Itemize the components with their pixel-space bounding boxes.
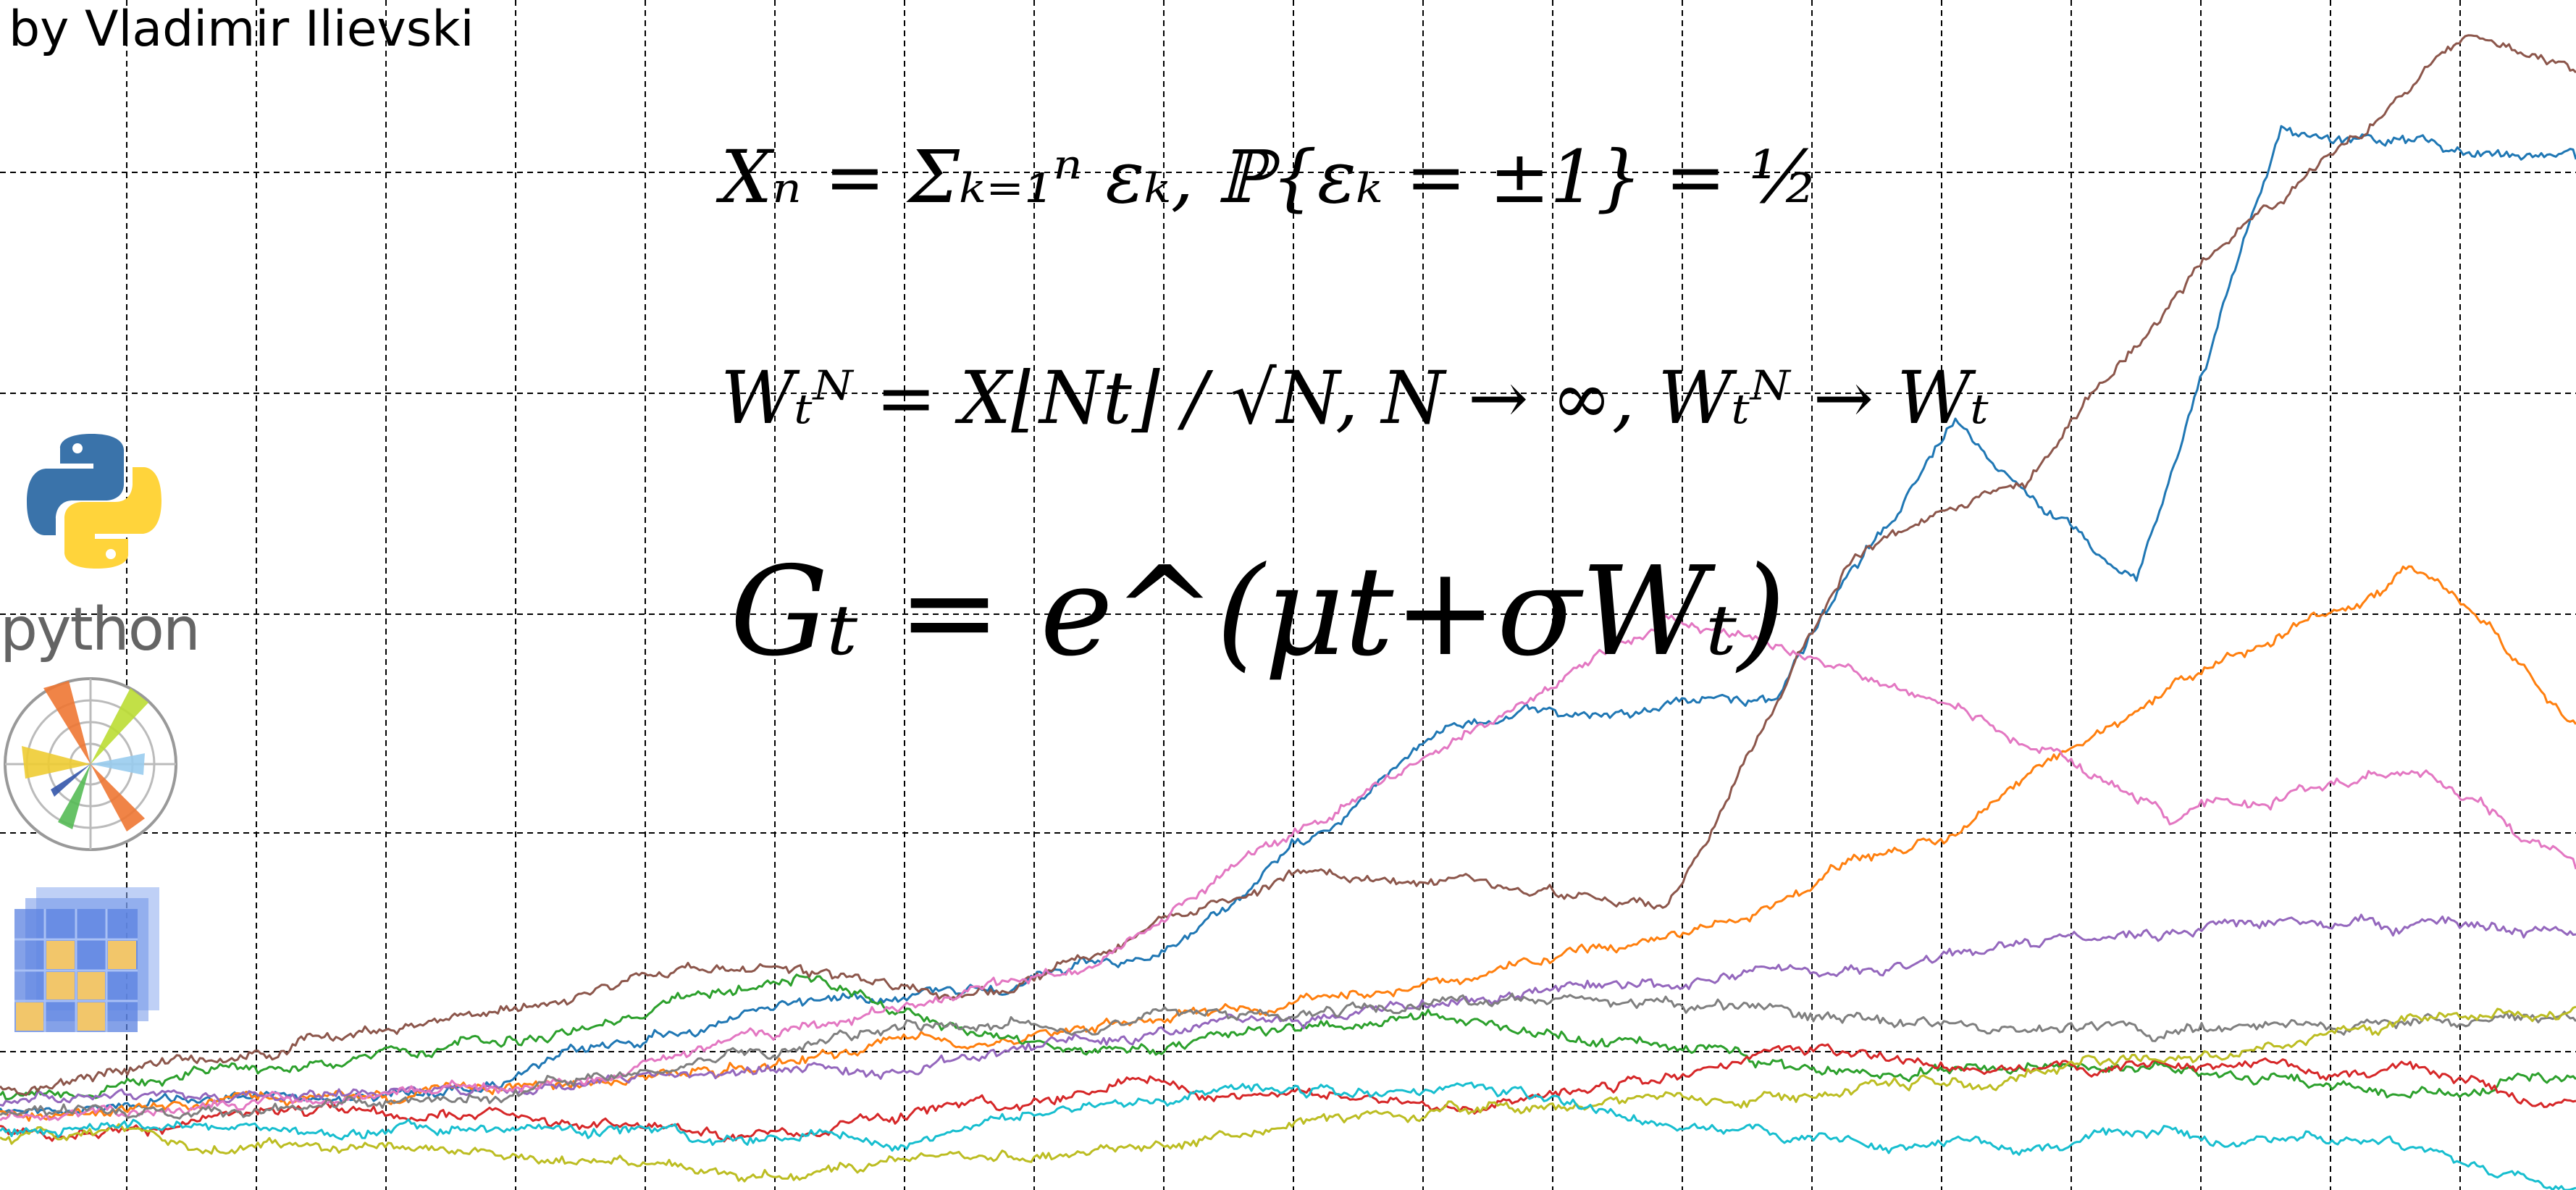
python-wordmark: python: [0, 595, 201, 664]
series-line-7: [0, 614, 2576, 1121]
author-credit: by Vladimir Ilievski: [9, 1, 474, 58]
series-line-3: [0, 973, 2576, 1100]
series-lines: [0, 34, 2576, 1190]
brownian-limit-formula: Wₜᴺ = X⌊Nt⌋ / √N, N → ∞, Wₜᴺ → Wₜ: [721, 356, 1989, 440]
series-line-10: [0, 1081, 2576, 1190]
random-walk-formula: Xₙ = Σₖ₌₁ⁿ εₖ, ℙ{εₖ = ±1} = ½: [721, 135, 1819, 219]
series-line-9: [0, 1005, 2576, 1183]
series-line-6: [0, 34, 2576, 1097]
series-line-2: [0, 565, 2576, 1122]
matplotlib-logo-icon: [4, 677, 177, 851]
series-line-1: [0, 125, 2576, 1115]
python-logo-icon: [27, 434, 161, 569]
geometric-brownian-formula: Gₜ = e^(μt+σWₜ): [730, 540, 1786, 684]
numpy-logo-icon: [14, 887, 159, 1032]
series-line-8: [0, 992, 2576, 1120]
series-line-4: [0, 1043, 2576, 1143]
